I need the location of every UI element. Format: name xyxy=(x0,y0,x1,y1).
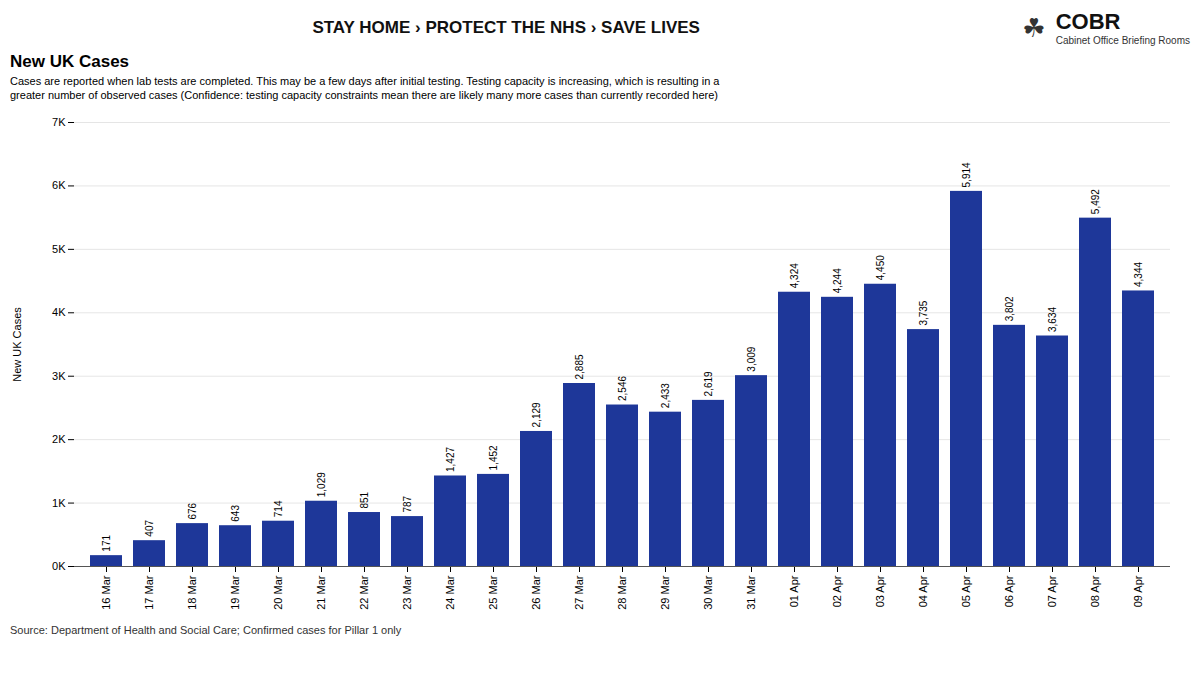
svg-text:2,546: 2,546 xyxy=(617,376,628,401)
svg-text:16 Mar: 16 Mar xyxy=(100,575,112,610)
svg-text:2,129: 2,129 xyxy=(531,402,542,427)
svg-text:New UK Cases: New UK Cases xyxy=(11,307,23,382)
svg-text:26 Mar: 26 Mar xyxy=(530,575,542,610)
svg-text:4K: 4K xyxy=(52,306,66,318)
svg-text:29 Mar: 29 Mar xyxy=(659,575,671,610)
svg-text:30 Mar: 30 Mar xyxy=(702,575,714,610)
svg-text:2,885: 2,885 xyxy=(574,354,585,379)
svg-text:1,029: 1,029 xyxy=(316,472,327,497)
svg-text:20 Mar: 20 Mar xyxy=(272,575,284,610)
svg-text:19 Mar: 19 Mar xyxy=(229,575,241,610)
svg-text:18 Mar: 18 Mar xyxy=(186,575,198,610)
svg-text:23 Mar: 23 Mar xyxy=(401,575,413,610)
svg-text:7K: 7K xyxy=(52,116,66,128)
html-text:Cases are reported when lab te: Cases are reported when lab tests are co… xyxy=(10,75,720,87)
svg-text:676: 676 xyxy=(187,502,198,519)
svg-text:1,427: 1,427 xyxy=(445,447,456,472)
svg-text:25 Mar: 25 Mar xyxy=(487,575,499,610)
svg-text:3,009: 3,009 xyxy=(746,346,757,371)
svg-text:24 Mar: 24 Mar xyxy=(444,575,456,610)
svg-text:31 Mar: 31 Mar xyxy=(745,575,757,610)
svg-text:22 Mar: 22 Mar xyxy=(358,575,370,610)
svg-text:1,452: 1,452 xyxy=(488,445,499,470)
svg-text:4,344: 4,344 xyxy=(1133,262,1144,287)
html-text:Source: Department of Health a: Source: Department of Health and Social … xyxy=(10,624,402,636)
html-text:☘ COBR: ☘ COBR xyxy=(1022,9,1121,43)
svg-text:28 Mar: 28 Mar xyxy=(616,575,628,610)
svg-text:4,450: 4,450 xyxy=(875,255,886,280)
svg-text:06 Apr: 06 Apr xyxy=(1003,575,1015,607)
svg-text:3,634: 3,634 xyxy=(1047,307,1058,332)
svg-text:2,433: 2,433 xyxy=(660,383,671,408)
html-text:greater number of observed cas: greater number of observed cases (Confid… xyxy=(10,89,718,101)
svg-text:851: 851 xyxy=(359,491,370,508)
svg-text:03 Apr: 03 Apr xyxy=(874,575,886,607)
svg-text:04 Apr: 04 Apr xyxy=(917,575,929,607)
svg-text:6K: 6K xyxy=(52,179,66,191)
svg-text:4,324: 4,324 xyxy=(789,263,800,288)
svg-text:3K: 3K xyxy=(52,370,66,382)
svg-text:09 Apr: 09 Apr xyxy=(1132,575,1144,607)
svg-text:2K: 2K xyxy=(52,433,66,445)
svg-text:5,914: 5,914 xyxy=(961,162,972,187)
svg-text:17 Mar: 17 Mar xyxy=(143,575,155,610)
svg-text:0K: 0K xyxy=(52,560,66,572)
svg-text:171: 171 xyxy=(101,535,112,552)
svg-text:714: 714 xyxy=(273,500,284,517)
html-text:Cabinet Office Briefing Rooms: Cabinet Office Briefing Rooms xyxy=(1055,34,1190,46)
svg-text:3,802: 3,802 xyxy=(1004,296,1015,321)
svg-text:643: 643 xyxy=(230,505,241,522)
svg-text:08 Apr: 08 Apr xyxy=(1089,575,1101,607)
html-text:STAY HOME › PROTECT THE NHS ›: STAY HOME › PROTECT THE NHS › SAVE LIVES xyxy=(312,18,700,37)
svg-text:05 Apr: 05 Apr xyxy=(960,575,972,607)
svg-text:27 Mar: 27 Mar xyxy=(573,575,585,610)
svg-text:4,244: 4,244 xyxy=(832,268,843,293)
svg-text:21 Mar: 21 Mar xyxy=(315,575,327,610)
svg-text:5,492: 5,492 xyxy=(1090,189,1101,214)
svg-text:01 Apr: 01 Apr xyxy=(788,575,800,607)
svg-text:5K: 5K xyxy=(52,243,66,255)
svg-text:1K: 1K xyxy=(52,497,66,509)
svg-text:07 Apr: 07 Apr xyxy=(1046,575,1058,607)
svg-text:407: 407 xyxy=(144,520,155,537)
svg-text:787: 787 xyxy=(402,495,413,512)
svg-text:02 Apr: 02 Apr xyxy=(831,575,843,607)
svg-text:3,735: 3,735 xyxy=(918,300,929,325)
html-text:New UK Cases: New UK Cases xyxy=(10,52,130,71)
svg-text:2,619: 2,619 xyxy=(703,371,714,396)
